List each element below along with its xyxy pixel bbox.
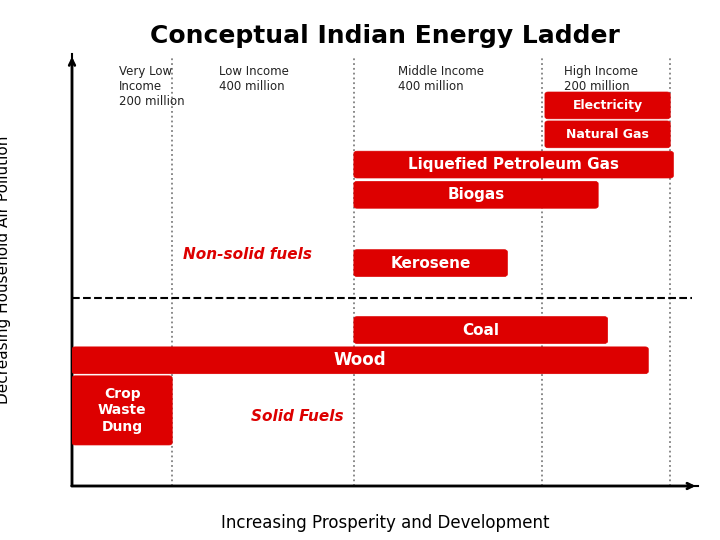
Text: Low Income
400 million: Low Income 400 million [219,65,289,93]
FancyBboxPatch shape [354,151,673,178]
Text: Increasing Prosperity and Development: Increasing Prosperity and Development [221,514,549,532]
Text: Wood: Wood [334,352,387,369]
FancyBboxPatch shape [354,249,508,276]
FancyBboxPatch shape [354,181,598,208]
Text: Solid Fuels: Solid Fuels [251,409,343,424]
Text: Crop
Waste
Dung: Crop Waste Dung [98,387,146,434]
Text: Coal: Coal [462,322,499,338]
FancyBboxPatch shape [354,316,608,343]
Text: Decreasing Household Air Pollution: Decreasing Household Air Pollution [0,136,11,404]
Text: Liquefied Petroleum Gas: Liquefied Petroleum Gas [408,157,619,172]
Text: Non-solid fuels: Non-solid fuels [183,247,312,262]
FancyBboxPatch shape [72,376,172,445]
Text: Middle Income
400 million: Middle Income 400 million [397,65,484,93]
FancyBboxPatch shape [545,121,670,148]
Text: Electricity: Electricity [572,99,643,112]
FancyBboxPatch shape [72,347,648,374]
Title: Conceptual Indian Energy Ladder: Conceptual Indian Energy Ladder [150,24,620,48]
Text: Very Low
Income
200 million: Very Low Income 200 million [119,65,184,108]
Text: Natural Gas: Natural Gas [566,128,649,141]
Text: Kerosene: Kerosene [390,255,471,271]
Text: High Income
200 million: High Income 200 million [564,65,638,93]
FancyBboxPatch shape [545,92,670,119]
Text: Biogas: Biogas [447,187,505,202]
